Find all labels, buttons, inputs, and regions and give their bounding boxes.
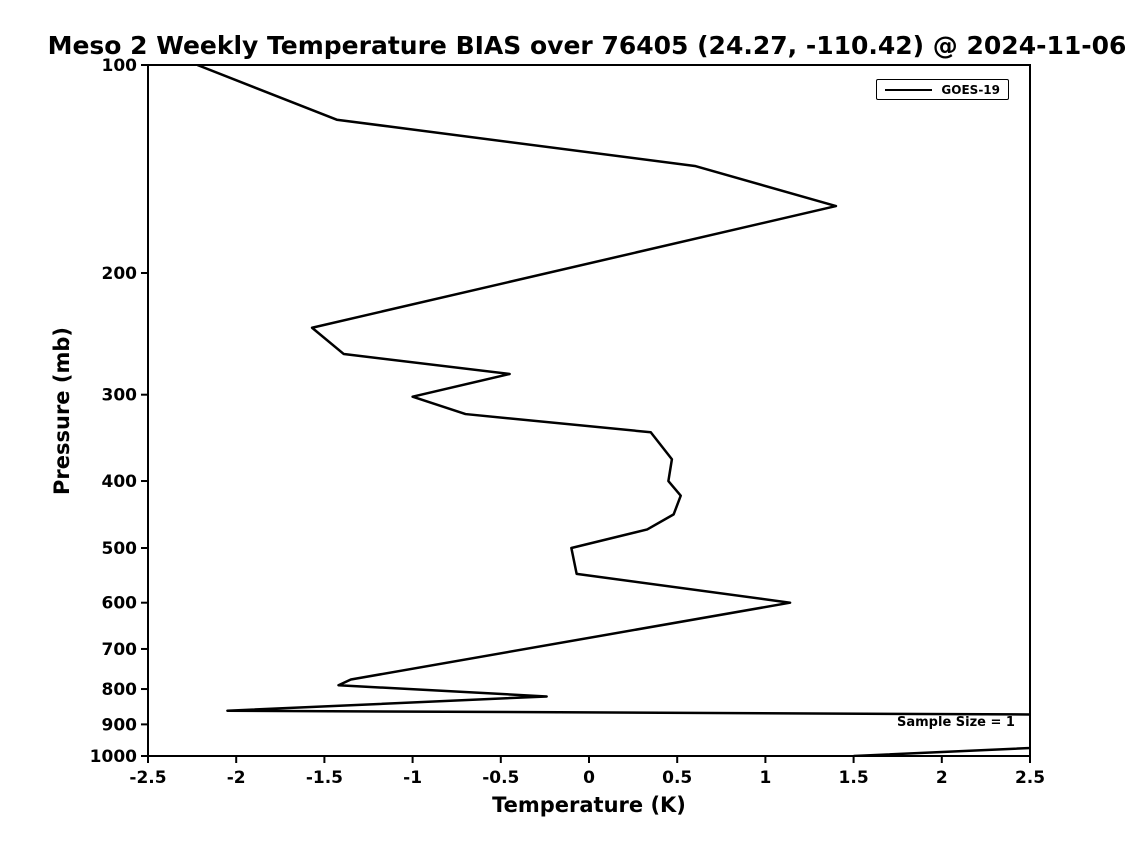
legend: GOES-19 [876, 79, 1009, 100]
x-tick-label: 2 [936, 768, 948, 788]
y-tick-label: 900 [102, 715, 138, 735]
x-tick-label: -2.5 [129, 768, 166, 788]
y-tick-label: 1000 [90, 747, 137, 767]
x-tick-label: 2.5 [1015, 768, 1045, 788]
y-tick-label: 800 [102, 680, 138, 700]
x-tick-label: 1 [759, 768, 771, 788]
x-tick-label: -2 [227, 768, 246, 788]
y-tick-label: 700 [102, 640, 138, 660]
axis-ticks: -2.5 -2 -1.5 -1 -0.5 0 0.5 1 1.5 2 2.5 100 200 300 400… [90, 56, 1045, 788]
x-tick-label: -0.5 [482, 768, 519, 788]
plot-border [147, 64, 1031, 757]
series-line-goes-19 [196, 65, 1030, 756]
series-group [196, 65, 1030, 756]
x-tick-label: 0 [583, 768, 595, 788]
x-tick-label: 1.5 [839, 768, 869, 788]
y-tick-label: 400 [102, 472, 138, 492]
x-tick-label: 0.5 [662, 768, 692, 788]
sample-size-annotation: Sample Size = 1 [897, 715, 1015, 730]
y-tick-label: 300 [102, 386, 138, 406]
y-tick-label: 200 [102, 264, 138, 284]
x-axis-label: Temperature (K) [492, 793, 686, 817]
legend-label: GOES-19 [941, 82, 1000, 97]
y-tick-label: 100 [102, 56, 138, 76]
x-tick-label: -1 [403, 768, 422, 788]
legend-line-sample [885, 88, 933, 91]
y-tick-label: 500 [102, 539, 138, 559]
y-tick-label: 600 [102, 594, 138, 614]
x-tick-label: -1.5 [306, 768, 343, 788]
chart-title: Meso 2 Weekly Temperature BIAS over 7640… [47, 31, 1127, 60]
